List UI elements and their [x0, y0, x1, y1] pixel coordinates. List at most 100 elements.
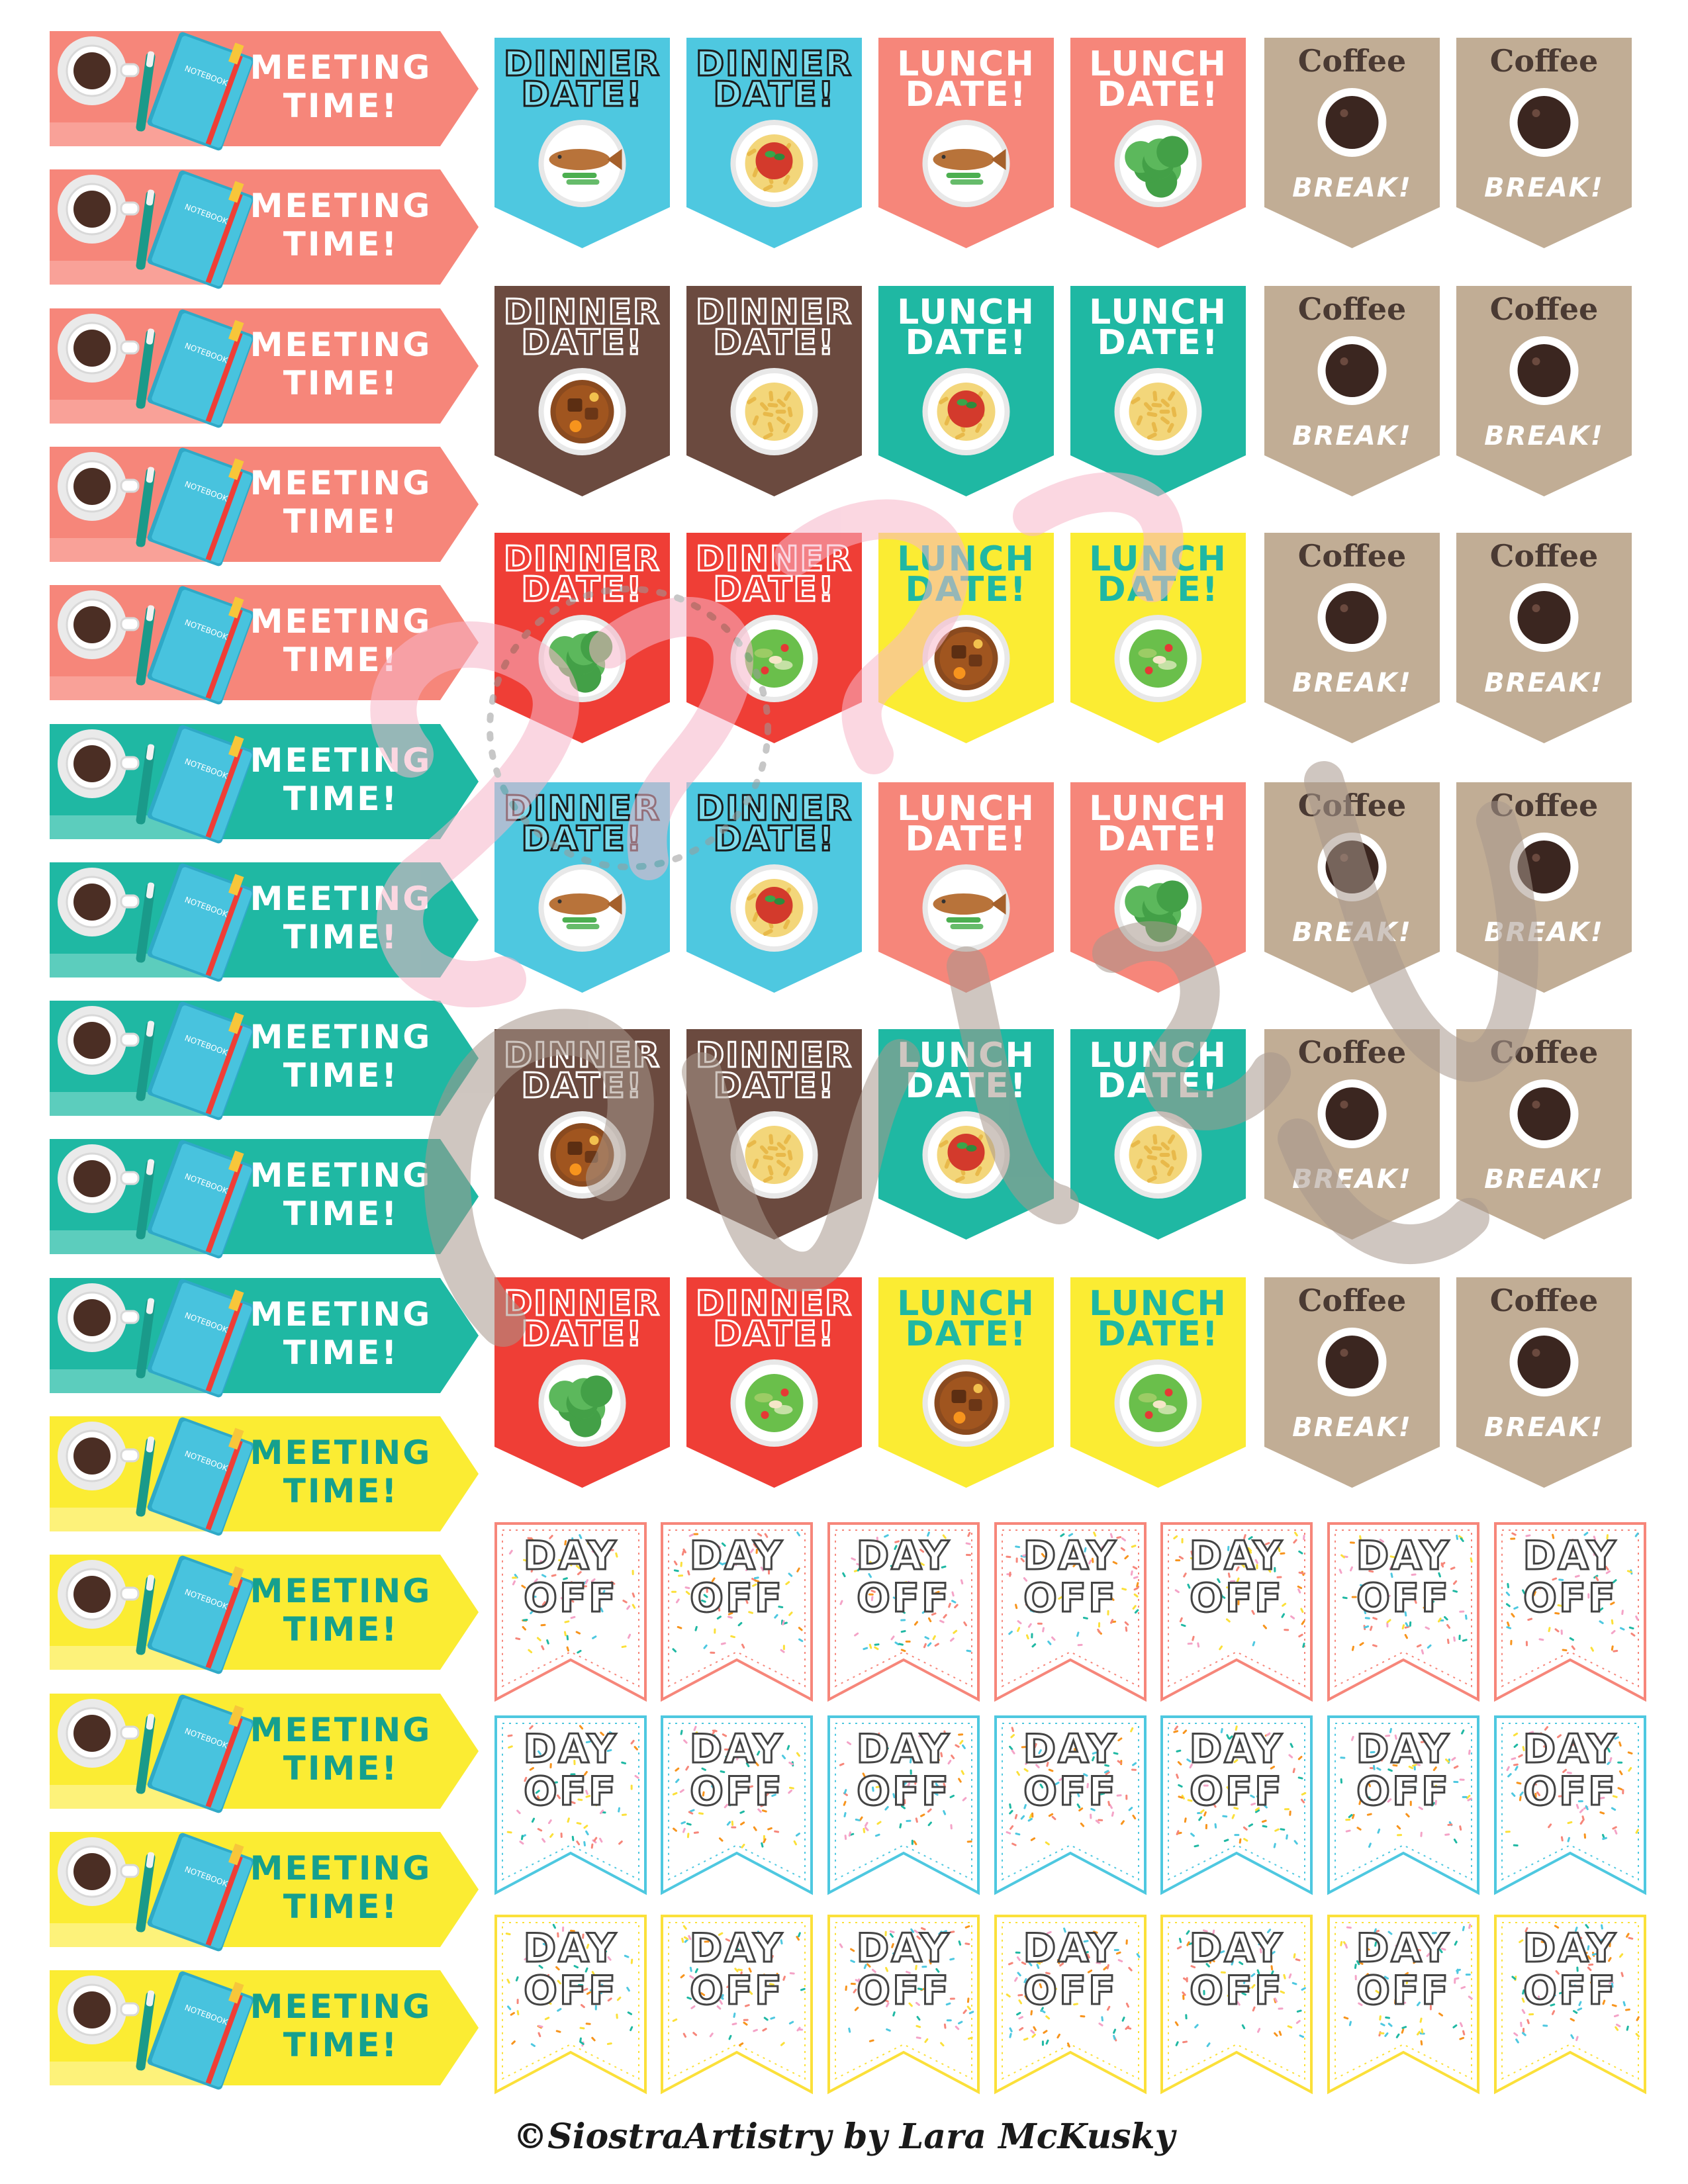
dinner-date-sticker[interactable]: DINNER DATE!: [686, 38, 862, 248]
meeting-time-sticker[interactable]: NOTEBOOK MEETING TIME!: [50, 585, 479, 705]
lunch-date-sticker[interactable]: LUNCH DATE!: [878, 286, 1054, 496]
confetti-pattern: [505, 1923, 633, 2047]
coffee-break-sticker[interactable]: Coffee BREAK!: [1264, 1277, 1440, 1488]
lunch-date-sticker[interactable]: LUNCH DATE!: [1070, 38, 1246, 248]
meeting-label-line1: MEETING: [250, 463, 432, 502]
meeting-time-sticker[interactable]: NOTEBOOK MEETING TIME!: [50, 1970, 479, 2090]
notebook-icon: NOTEBOOK: [147, 1694, 254, 1813]
break-label: BREAK!: [1292, 173, 1412, 203]
coffee-cup-icon: [58, 1422, 140, 1490]
meeting-time-sticker[interactable]: NOTEBOOK MEETING TIME!: [50, 169, 479, 289]
pen-icon: [136, 1159, 156, 1240]
lunch-date-sticker[interactable]: LUNCH DATE!: [878, 782, 1054, 993]
meeting-time-sticker[interactable]: NOTEBOOK MEETING TIME!: [50, 1001, 479, 1120]
coffee-break-sticker[interactable]: Coffee BREAK!: [1456, 782, 1632, 993]
meeting-time-sticker[interactable]: NOTEBOOK MEETING TIME!: [50, 1555, 479, 1674]
coffee-break-sticker[interactable]: Coffee BREAK!: [1456, 1029, 1632, 1240]
break-label: BREAK!: [1484, 421, 1604, 451]
meeting-label-line2: TIME!: [283, 779, 399, 818]
coffee-break-sticker[interactable]: Coffee BREAK!: [1456, 38, 1632, 248]
dinner-date-sticker[interactable]: DINNER DATE!: [686, 1277, 862, 1488]
meeting-time-sticker[interactable]: NOTEBOOK MEETING TIME!: [50, 1139, 479, 1259]
confetti-pattern: [506, 1725, 639, 1849]
confetti-pattern: [1340, 1727, 1472, 1848]
dinner-date-sticker[interactable]: DINNER DATE!: [686, 286, 862, 496]
lunch-label-line2: DATE!: [1097, 570, 1219, 610]
meeting-time-sticker[interactable]: NOTEBOOK MEETING TIME!: [50, 862, 479, 982]
meeting-time-sticker[interactable]: NOTEBOOK MEETING TIME!: [50, 1831, 479, 1952]
coffee-break-sticker[interactable]: Coffee BREAK!: [1456, 533, 1632, 743]
day-off-sticker[interactable]: DAY OFF: [1160, 1715, 1313, 1895]
day-off-sticker[interactable]: DAY OFF: [1160, 1915, 1313, 2095]
day-off-sticker[interactable]: DAY OFF: [1327, 1522, 1479, 1702]
meeting-time-sticker[interactable]: NOTEBOOK MEETING TIME!: [50, 31, 479, 151]
coffee-break-sticker[interactable]: Coffee BREAK!: [1456, 1277, 1632, 1488]
confetti-pattern: [839, 1730, 972, 1846]
day-off-sticker[interactable]: DAY OFF: [1160, 1522, 1313, 1702]
day-off-sticker[interactable]: DAY OFF: [1494, 1715, 1646, 1895]
coffee-break-sticker[interactable]: Coffee BREAK!: [1264, 38, 1440, 248]
fish-plate-icon: [922, 120, 1010, 207]
lunch-date-sticker[interactable]: LUNCH DATE!: [878, 1029, 1054, 1240]
dinner-date-sticker[interactable]: DINNER DATE!: [686, 1029, 862, 1240]
day-off-sticker[interactable]: DAY OFF: [827, 1522, 980, 1702]
coffee-break-sticker[interactable]: Coffee BREAK!: [1264, 533, 1440, 743]
dinner-date-sticker[interactable]: DINNER DATE!: [494, 38, 670, 248]
lunch-date-sticker[interactable]: LUNCH DATE!: [1070, 286, 1246, 496]
dinner-date-sticker[interactable]: DINNER DATE!: [686, 533, 862, 743]
day-off-sticker[interactable]: DAY OFF: [1327, 1715, 1479, 1895]
day-off-sticker[interactable]: DAY OFF: [827, 1715, 980, 1895]
macaroni-plate-icon: [1114, 1111, 1202, 1199]
lunch-label-line1: LUNCH: [897, 1284, 1035, 1324]
meeting-time-sticker[interactable]: NOTEBOOK MEETING TIME!: [50, 723, 479, 843]
swallowtail-flag-shape: [494, 1915, 647, 2095]
day-off-sticker[interactable]: DAY OFF: [494, 1915, 647, 2095]
day-off-sticker[interactable]: DAY OFF: [994, 1522, 1147, 1702]
dinner-date-sticker[interactable]: DINNER DATE!: [494, 1029, 670, 1240]
coffee-break-sticker[interactable]: Coffee BREAK!: [1264, 782, 1440, 993]
lunch-label-line2: DATE!: [1097, 1314, 1219, 1354]
day-off-sticker[interactable]: DAY OFF: [494, 1522, 647, 1702]
day-off-sticker[interactable]: DAY OFF: [1494, 1915, 1646, 2095]
day-off-line2: OFF: [1189, 1575, 1284, 1621]
lunch-date-sticker[interactable]: LUNCH DATE!: [878, 38, 1054, 248]
dinner-date-sticker[interactable]: DINNER DATE!: [494, 1277, 670, 1488]
day-off-sticker[interactable]: DAY OFF: [661, 1915, 813, 2095]
meeting-label-line1: MEETING: [250, 187, 432, 226]
pasta-plate-icon: [922, 368, 1010, 455]
day-off-sticker[interactable]: DAY OFF: [1494, 1522, 1646, 1702]
lunch-date-sticker[interactable]: LUNCH DATE!: [1070, 1029, 1246, 1240]
meeting-time-sticker[interactable]: NOTEBOOK MEETING TIME!: [50, 308, 479, 428]
copyright-credit: ©SiostraArtistry by Lara McKusky: [513, 2116, 1175, 2157]
dinner-date-sticker[interactable]: DINNER DATE!: [494, 533, 670, 743]
dinner-date-sticker[interactable]: DINNER DATE!: [494, 782, 670, 993]
day-off-sticker[interactable]: DAY OFF: [827, 1915, 980, 2095]
day-off-sticker[interactable]: DAY OFF: [994, 1715, 1147, 1895]
swallowtail-flag-shape: [1327, 1915, 1479, 2095]
lunch-date-sticker[interactable]: LUNCH DATE!: [1070, 533, 1246, 743]
lunch-date-sticker[interactable]: LUNCH DATE!: [1070, 782, 1246, 993]
dinner-date-sticker[interactable]: DINNER DATE!: [686, 782, 862, 993]
day-off-sticker[interactable]: DAY OFF: [494, 1715, 647, 1895]
lunch-date-sticker[interactable]: LUNCH DATE!: [878, 1277, 1054, 1488]
day-off-sticker[interactable]: DAY OFF: [661, 1715, 813, 1895]
meeting-time-sticker[interactable]: NOTEBOOK MEETING TIME!: [50, 446, 479, 567]
coffee-break-sticker[interactable]: Coffee BREAK!: [1264, 1029, 1440, 1240]
day-off-line2: OFF: [1356, 1768, 1450, 1815]
meeting-time-sticker[interactable]: NOTEBOOK MEETING TIME!: [50, 1693, 479, 1813]
meeting-time-sticker[interactable]: NOTEBOOK MEETING TIME!: [50, 1416, 479, 1536]
dinner-date-sticker[interactable]: DINNER DATE!: [494, 286, 670, 496]
lunch-label-line2: DATE!: [905, 323, 1027, 363]
dinner-label-line1: DINNER: [502, 293, 661, 332]
coffee-break-sticker[interactable]: Coffee BREAK!: [1456, 286, 1632, 496]
coffee-break-sticker[interactable]: Coffee BREAK!: [1264, 286, 1440, 496]
mixed-salad-plate-icon: [730, 1359, 818, 1447]
meeting-time-sticker[interactable]: NOTEBOOK MEETING TIME!: [50, 1277, 479, 1397]
coffee-cup-icon: [1317, 1328, 1387, 1396]
day-off-sticker[interactable]: DAY OFF: [661, 1522, 813, 1702]
day-off-sticker[interactable]: DAY OFF: [994, 1915, 1147, 2095]
lunch-date-sticker[interactable]: LUNCH DATE!: [878, 533, 1054, 743]
lunch-date-sticker[interactable]: LUNCH DATE!: [1070, 1277, 1246, 1488]
pennant-shape: [686, 1277, 862, 1488]
day-off-sticker[interactable]: DAY OFF: [1327, 1915, 1479, 2095]
